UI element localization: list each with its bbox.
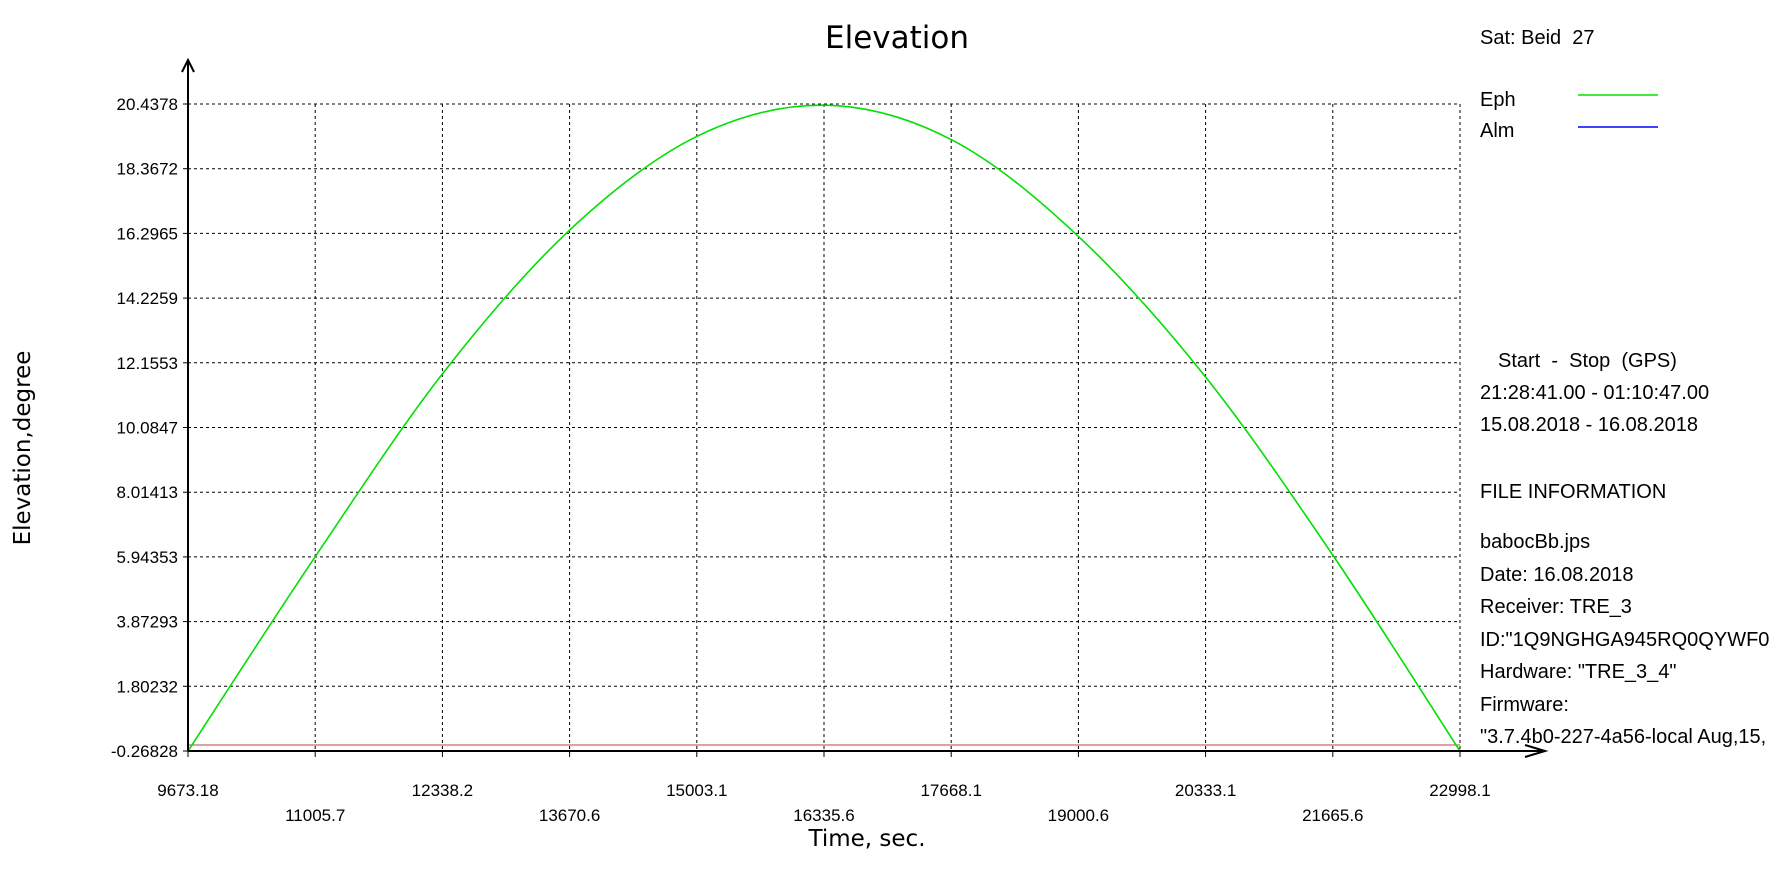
x-tick-label: 22998.1: [1429, 781, 1490, 800]
receiver-id: ID:"1Q9NGHGA945RQ0QYWF0: [1480, 629, 1769, 651]
y-tick-label: 20.4378: [117, 95, 178, 114]
hardware: Hardware: "TRE_3_4": [1480, 661, 1677, 683]
x-tick-labels: 9673.18 11005.7 12338.2 13670.6 15003.1 16335…: [157, 781, 1490, 825]
x-tick-label: 11005.7: [285, 806, 345, 825]
file-date: Date: 16.08.2018: [1480, 564, 1633, 586]
y-tick-label: 12.1553: [117, 354, 178, 373]
x-tick-label: 16335.6: [793, 806, 854, 825]
series-layer: [187, 104, 1461, 752]
x-tick-label: 13670.6: [539, 806, 600, 825]
y-tick-label: 8.01413: [117, 483, 178, 502]
file-name: babocBb.jps: [1480, 531, 1590, 553]
receiver: Receiver: TRE_3: [1480, 596, 1632, 618]
firmware-label: Firmware:: [1480, 694, 1569, 716]
y-tick-label: 14.2259: [117, 289, 178, 308]
axes: [181, 57, 1549, 758]
y-tick-label: 5.94353: [117, 548, 178, 567]
y-tick-label: 16.2965: [117, 224, 178, 243]
date-range: 15.08.2018 - 16.08.2018: [1480, 414, 1698, 436]
x-tick-label: 17668.1: [920, 781, 981, 800]
series-line-eph: [187, 104, 1461, 752]
grid: [188, 103, 1461, 751]
x-tick-label: 20333.1: [1175, 781, 1236, 800]
x-tick-label: 12338.2: [412, 781, 473, 800]
file-info-header: FILE INFORMATION: [1480, 481, 1666, 503]
x-tick-label: 15003.1: [666, 781, 727, 800]
x-axis-arrow: [1524, 744, 1549, 758]
y-tick-label: 18.3672: [117, 160, 178, 179]
side-panel: Sat: Beid 27 Eph Alm Start - Stop (GPS) …: [1480, 27, 1769, 748]
firmware-value: "3.7.4b0-227-4a56-local Aug,15,: [1480, 726, 1766, 748]
chart-title: Elevation: [825, 20, 969, 56]
y-axis-title: Elevation,degree: [10, 351, 36, 546]
x-axis-title: Time, sec.: [808, 826, 926, 852]
legend-label-alm: Alm: [1480, 120, 1514, 142]
satellite-label: Sat: Beid 27: [1480, 27, 1595, 49]
legend-label-eph: Eph: [1480, 89, 1516, 111]
start-stop-header: Start - Stop (GPS): [1498, 350, 1677, 372]
y-axis-arrow: [181, 57, 195, 73]
y-tick-label: 3.87293: [117, 613, 178, 632]
x-tick-label: 21665.6: [1302, 806, 1363, 825]
time-range: 21:28:41.00 - 01:10:47.00: [1480, 382, 1709, 404]
y-tick-labels: -0.26828 1.80232 3.87293 5.94353 8.01413 10.0…: [111, 95, 178, 761]
y-tick-label: -0.26828: [111, 742, 178, 761]
x-tick-label: 9673.18: [157, 781, 218, 800]
y-tick-label: 10.0847: [117, 419, 178, 438]
y-tick-label: 1.80232: [117, 677, 178, 696]
x-tick-label: 19000.6: [1048, 806, 1109, 825]
